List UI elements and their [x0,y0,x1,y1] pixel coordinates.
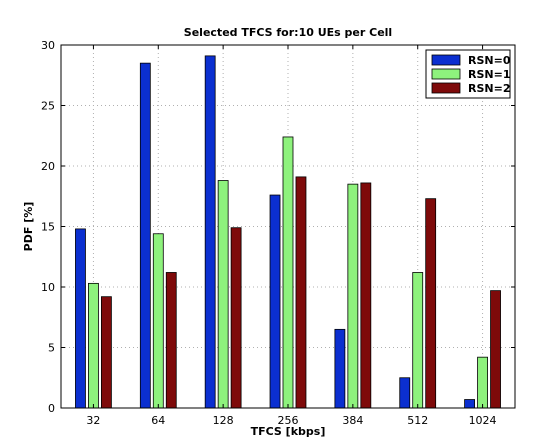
bar-rsn1-384 [347,183,359,409]
bar-rsn0-512 [399,377,411,409]
x-tick-label: 64 [151,414,165,427]
bar-rsn0-256 [269,194,281,409]
legend-swatch [431,82,461,94]
bar-rsn1-64 [152,233,164,409]
legend-swatch [431,68,461,80]
bar-rsn1-1024 [477,356,488,409]
y-tick-label: 20 [41,160,55,173]
legend-label: RSN=0 [468,54,511,67]
bars [75,55,501,409]
y-tick-label: 0 [48,402,55,415]
bar-rsn0-64 [139,62,151,409]
bar-rsn2-128 [230,227,242,409]
bar-rsn0-128 [204,55,216,409]
y-tick-label: 5 [48,342,55,355]
bar-rsn0-384 [334,328,346,409]
x-tick-label: 256 [278,414,299,427]
chart-title: Selected TFCS for:10 UEs per Cell [184,26,392,39]
bar-rsn2-32 [101,296,112,409]
x-tick-label: 1024 [469,414,497,427]
axes [60,44,516,409]
legend-swatch [431,54,461,66]
y-tick-label: 15 [41,221,55,234]
x-tick-label: 512 [407,414,428,427]
x-axis-label: TFCS [kbps] [251,425,326,438]
bar-rsn2-256 [295,176,307,409]
bar-rsn2-64 [165,272,177,409]
grid-lines [61,45,515,408]
tick-labels: 0 5 10 15 20 25 30 32 64 128 256 384 512 1024 [41,39,497,427]
y-axis-label: PDF [%] [22,202,35,252]
x-tick-label: 32 [86,414,100,427]
bar-rsn2-512 [425,198,437,409]
bar-rsn0-32 [75,228,86,409]
x-tick-label: 128 [213,414,234,427]
bar-rsn1-32 [88,282,99,409]
legend-label: RSN=2 [468,82,510,95]
bar-rsn2-1024 [490,290,501,409]
bar-rsn2-384 [360,182,372,409]
bar-rsn1-256 [282,136,294,409]
legend-label: RSN=1 [468,68,510,81]
bar-rsn0-1024 [464,399,476,409]
x-tick-label: 384 [342,414,363,427]
bar-rsn1-512 [412,272,424,409]
bar-rsn1-128 [217,180,229,409]
y-tick-label: 25 [41,100,55,113]
y-tick-label: 10 [41,281,55,294]
y-tick-label: 30 [41,39,55,52]
